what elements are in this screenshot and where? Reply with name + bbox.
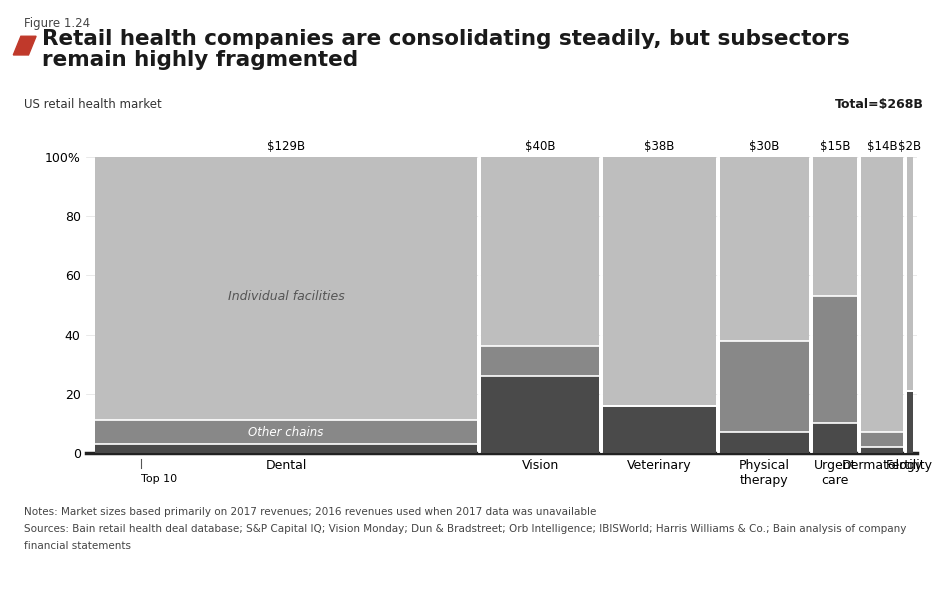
Text: Other chains: Other chains (249, 426, 324, 439)
Text: Total=$268B: Total=$268B (834, 98, 923, 111)
Bar (603, 406, 716, 453)
Bar (95, 420, 477, 444)
Text: $30B: $30B (750, 140, 780, 153)
Text: Sources: Bain retail health deal database; S&P Capital IQ; Vision Monday; Dun & : Sources: Bain retail health deal databas… (24, 524, 906, 535)
Bar (862, 157, 902, 432)
Text: Figure 1.24: Figure 1.24 (24, 17, 90, 30)
Bar (481, 347, 599, 376)
Text: remain highly fragmented: remain highly fragmented (42, 50, 358, 69)
Bar (603, 157, 716, 406)
Bar (862, 447, 902, 453)
Text: Retail health companies are consolidating steadily, but subsectors: Retail health companies are consolidatin… (42, 29, 849, 49)
Bar (906, 157, 913, 391)
Bar (862, 432, 902, 447)
Bar (720, 157, 808, 341)
Text: $40B: $40B (525, 140, 556, 153)
Text: financial statements: financial statements (24, 541, 131, 551)
Bar (481, 157, 599, 347)
Text: $2B: $2B (898, 140, 922, 153)
Text: $14B: $14B (866, 140, 897, 153)
Text: $129B: $129B (267, 140, 305, 153)
Bar (481, 376, 599, 453)
Bar (813, 296, 857, 423)
Bar (906, 391, 913, 453)
Bar (95, 444, 477, 453)
Text: Top 10: Top 10 (142, 474, 178, 484)
Bar (720, 432, 808, 453)
Bar (720, 341, 808, 432)
Text: Notes: Market sizes based primarily on 2017 revenues; 2016 revenues used when 20: Notes: Market sizes based primarily on 2… (24, 507, 597, 518)
Bar (95, 157, 477, 420)
Text: US retail health market: US retail health market (24, 98, 162, 111)
Bar (813, 157, 857, 296)
Text: $38B: $38B (644, 140, 674, 153)
Text: Individual facilities: Individual facilities (228, 290, 345, 303)
Text: $15B: $15B (820, 140, 850, 153)
Bar (813, 423, 857, 453)
